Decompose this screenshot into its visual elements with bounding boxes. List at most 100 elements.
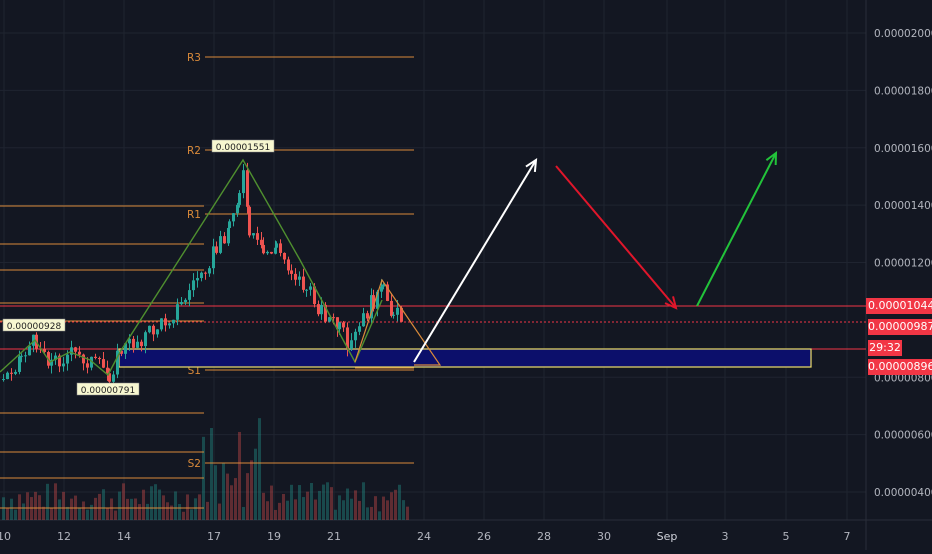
volume-bar [110,498,113,520]
volume-bar [302,497,305,520]
candle-body [246,170,249,207]
annotation-peak: 0.00001551 [216,143,270,153]
candle-body [14,371,17,374]
volume-bar [142,489,145,520]
candle-body [128,338,131,344]
volume-bar [282,493,285,520]
candle-body [332,317,335,319]
candle-body [28,345,31,356]
volume-bar [402,500,405,520]
candle-body [50,359,53,366]
candle-body [196,278,199,281]
annotation-low-box [76,382,140,396]
candle-body [376,291,379,309]
pivot-label-r1: R1 [187,209,201,221]
volume-bar [406,506,409,520]
candle-body [294,273,297,280]
annotation-high-box [2,318,66,332]
volume-bar [378,511,381,520]
arrow-down-red-shaft [555,165,677,309]
volume-bar [58,499,61,520]
volume-bar [370,506,373,520]
candle-body [242,170,245,194]
candle-body [336,317,339,330]
candle-body [362,313,365,327]
volume-bar [270,485,273,520]
candle-body [136,341,139,348]
candle-body [180,302,183,305]
x-tick-label: 19 [267,530,281,543]
candle-body [18,356,21,372]
candle-body [144,332,147,347]
candle-body [112,374,115,382]
volume-bar [42,506,45,520]
y-tick-label: 0.00002000 [874,28,932,40]
price-badge-1044: 0.00001044 [868,298,932,314]
volume-bar [314,499,317,520]
volume-bar [82,501,85,520]
volume-bar [166,502,169,520]
volume-bar [10,498,13,520]
volume-bar [278,502,281,520]
candle-body [320,304,323,315]
arrow-down-red-head [664,296,678,310]
volume-bar [274,509,277,520]
volume-bar [222,463,225,520]
candle-body [172,319,175,324]
candle-body [156,329,159,335]
volume-bar [382,496,385,520]
volume-bar [50,508,53,520]
candle-body [176,304,179,320]
volume-bar [134,498,137,520]
candle-body [380,286,383,292]
volume-bar [218,503,221,520]
candle-body [372,295,375,309]
volume-bar [394,489,397,520]
candle-body [287,259,290,271]
volume-bar [318,490,321,520]
volume-bar [306,491,309,520]
volume-bar [358,500,361,520]
volume-bar [30,497,33,520]
candle-body [124,343,127,354]
candle-body [382,284,385,287]
volume-bar [106,507,109,520]
volume-bar [62,491,65,520]
candle-body [228,221,231,228]
volume-bar [374,496,377,520]
candle-body [188,290,191,300]
candle-body [279,243,282,253]
volume-bar [238,431,241,520]
candle-body [252,233,255,236]
x-tick-label: 14 [117,530,131,543]
candle-body [223,236,226,244]
volume-bar [198,494,201,520]
candle-body [342,322,345,328]
volume-bar [398,484,401,520]
volume-bar [66,506,69,520]
candle-body [219,236,222,253]
volume-bar [210,427,213,520]
volume-bar [354,490,357,520]
arrow-up-green-shaft [696,152,777,307]
candle-body [82,354,85,364]
volume-bar [18,494,21,520]
volume-bar [338,495,341,520]
arrow-up-white-shaft [413,159,537,363]
pivot-label-r2: R2 [187,145,201,157]
volume-bar [122,483,125,520]
candle-body [140,341,143,347]
volume-bar [126,498,129,520]
candle-body [390,300,393,316]
candle-body [70,347,73,355]
candle-body [116,350,119,375]
volume-bar [150,486,153,520]
volume-bar [230,485,233,520]
candle-body [120,350,123,354]
volume-bar [6,508,9,520]
candle-body [396,307,399,315]
volume-bar [138,504,141,520]
volume-bar [366,507,369,520]
